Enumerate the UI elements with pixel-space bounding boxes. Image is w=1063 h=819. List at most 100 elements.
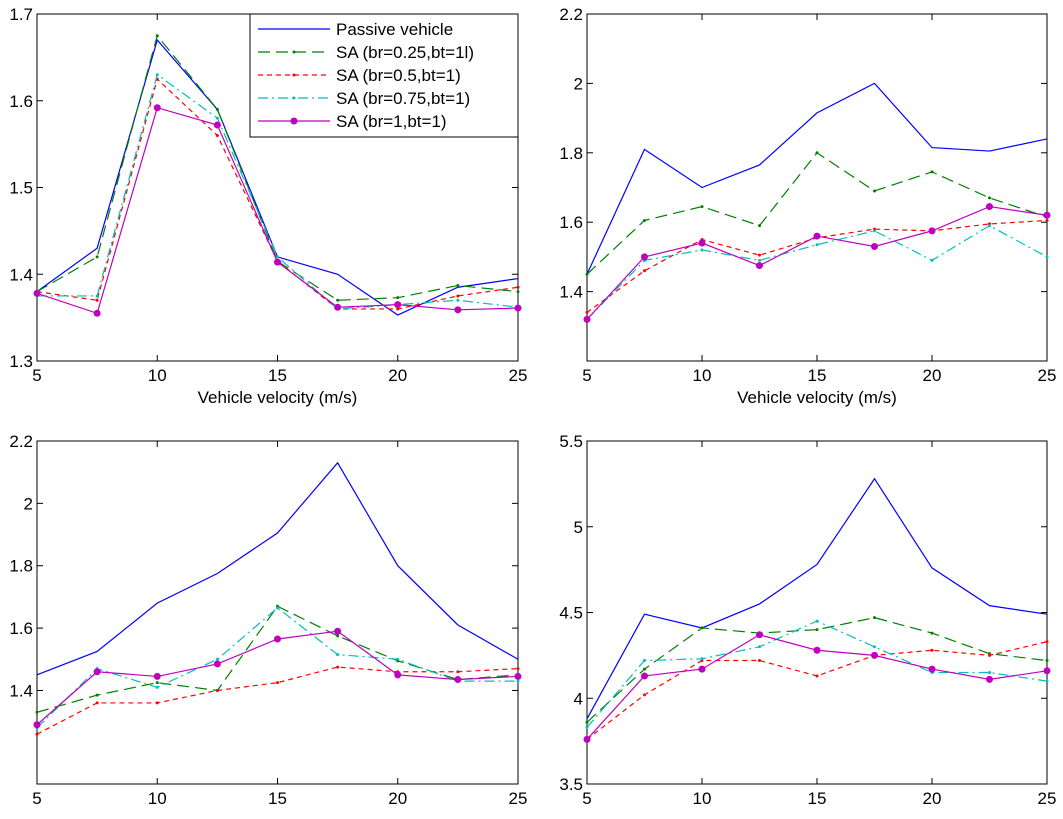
x-axis-label: Vehicle velocity (m/s): [737, 388, 897, 407]
y-tick-label: 1.4: [559, 283, 583, 302]
point-marker: [456, 294, 460, 298]
point-marker: [336, 298, 340, 302]
point-marker: [336, 634, 340, 638]
point-marker: [871, 242, 878, 250]
point-marker: [698, 239, 706, 247]
y-tick-label: 1.6: [9, 619, 33, 638]
point-marker: [456, 298, 460, 302]
point-marker: [815, 674, 819, 678]
x-tick-label: 5: [32, 789, 41, 808]
series-line: [586, 477, 1048, 720]
point-marker: [930, 631, 934, 635]
point-marker: [274, 258, 281, 266]
point-marker: [643, 693, 646, 697]
point-marker: [276, 255, 279, 259]
point-marker: [641, 253, 648, 261]
legend: Passive vehicle SA (br=0.25,bt=1l) SA (br=…: [249, 13, 519, 138]
point-marker: [986, 675, 993, 683]
point-marker: [516, 290, 520, 294]
y-tick-label: 1.8: [9, 557, 33, 576]
point-marker: [35, 710, 39, 714]
x-tick-label: 20: [923, 366, 942, 385]
point-marker: [986, 203, 993, 211]
point-marker: [585, 720, 589, 724]
point-marker: [930, 170, 934, 174]
axes-box: [36, 440, 519, 785]
point-marker: [930, 258, 934, 262]
series-line: [586, 82, 1048, 275]
point-marker: [454, 306, 462, 314]
point-marker: [871, 651, 878, 659]
point-marker: [95, 294, 99, 298]
axes-box: [586, 13, 1048, 362]
point-marker: [873, 645, 876, 649]
point-marker: [815, 619, 819, 623]
point-marker: [700, 248, 704, 252]
legend-label: SA (br=0.5,bt=1): [336, 66, 461, 85]
point-marker: [585, 725, 589, 729]
y-tick-label: 1.3: [9, 352, 33, 371]
point-marker: [815, 628, 819, 632]
point-marker: [700, 626, 704, 630]
point-marker: [153, 672, 161, 680]
point-marker: [988, 224, 991, 228]
point-marker: [643, 218, 646, 222]
point-marker: [454, 676, 462, 684]
y-tick-label: 2.2: [9, 432, 33, 451]
x-tick-label: 25: [1038, 789, 1057, 808]
x-tick-label: 25: [509, 789, 528, 808]
point-marker: [396, 307, 400, 311]
x-tick-label: 15: [808, 366, 827, 385]
point-marker: [1045, 255, 1049, 259]
x-tick-label: 20: [388, 366, 407, 385]
point-marker: [155, 73, 159, 77]
point-marker: [276, 681, 279, 685]
point-marker: [643, 269, 646, 273]
point-marker: [758, 659, 761, 663]
point-marker: [583, 735, 591, 743]
point-marker: [930, 648, 934, 652]
point-marker: [698, 665, 706, 673]
point-marker: [153, 104, 161, 112]
legend-marker: [292, 96, 296, 100]
point-marker: [215, 657, 219, 661]
point-marker: [396, 657, 400, 661]
point-marker: [514, 672, 522, 680]
x-tick-label: 5: [582, 789, 591, 808]
point-marker: [1045, 218, 1049, 222]
x-tick-label: 25: [1038, 366, 1057, 385]
x-tick-label: 15: [808, 789, 827, 808]
point-marker: [215, 107, 219, 111]
point-marker: [583, 315, 591, 323]
legend-label: SA (br=0.75,bt=1): [336, 89, 470, 108]
series-line: [36, 607, 518, 729]
point-marker: [95, 298, 99, 302]
point-marker: [276, 606, 279, 610]
x-axis-label: Vehicle velocity (m/s): [198, 388, 358, 407]
series-line: [36, 34, 519, 301]
point-marker: [1043, 211, 1051, 219]
series-line: [36, 77, 519, 310]
point-marker: [95, 693, 99, 697]
point-marker: [643, 667, 646, 671]
x-tick-label: 5: [582, 366, 591, 385]
point-marker: [155, 701, 159, 705]
y-tick-label: 1.6: [559, 213, 583, 232]
x-tick-label: 20: [923, 789, 942, 808]
subplot: 5 10 15 20 25 1.3 1.4 1.5 1.6 1.7 Vehicle velocity…: [9, 5, 527, 407]
point-marker: [1045, 659, 1049, 663]
point-marker: [873, 229, 876, 233]
point-marker: [215, 133, 219, 137]
point-marker: [815, 243, 819, 247]
legend-label: SA (br=1,bt=1): [336, 112, 447, 131]
series-line: [586, 617, 1048, 723]
y-tick-label: 1.6: [9, 92, 33, 111]
point-marker: [928, 665, 936, 673]
point-marker: [758, 645, 761, 649]
point-marker: [585, 272, 589, 276]
